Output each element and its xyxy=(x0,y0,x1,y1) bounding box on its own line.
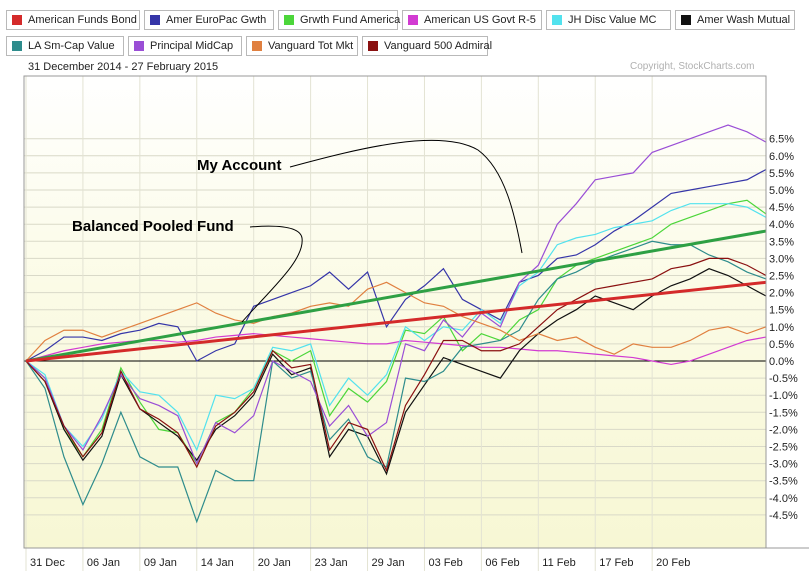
legend-item[interactable]: JH Disc Value MC xyxy=(546,10,671,30)
legend-item[interactable]: Amer Wash Mutual xyxy=(675,10,795,30)
x-tick-label: 11 Feb xyxy=(542,557,575,569)
legend-swatch xyxy=(408,15,418,25)
legend-label: Amer EuroPac Gwth xyxy=(166,14,267,26)
legend-swatch xyxy=(12,15,22,25)
y-tick-label: -2.5% xyxy=(769,442,798,454)
series-line xyxy=(25,203,767,452)
series-line xyxy=(25,257,767,473)
my-account-callout xyxy=(289,139,523,254)
y-tick-label: -4.5% xyxy=(769,510,798,522)
x-tick-label: 06 Jan xyxy=(87,557,120,569)
legend-label: Grwth Fund America xyxy=(300,14,401,26)
y-tick-label: -0.5% xyxy=(769,373,798,385)
x-tick-label: 29 Jan xyxy=(372,557,405,569)
y-tick-label: 4.0% xyxy=(769,219,794,231)
legend-label: Principal MidCap xyxy=(150,40,234,52)
y-tick-label: -4.0% xyxy=(769,493,798,505)
y-tick-label: 6.0% xyxy=(769,151,794,163)
legend-label: JH Disc Value MC xyxy=(568,14,657,26)
overlay-lines xyxy=(25,229,767,363)
y-tick-label: 0.0% xyxy=(769,356,794,368)
y-tick-label: 2.5% xyxy=(769,271,794,283)
legend-label: Amer Wash Mutual xyxy=(697,14,791,26)
balanced-fund-callout xyxy=(241,225,303,323)
y-tick-label: -2.0% xyxy=(769,424,798,436)
plot-area-background xyxy=(24,76,766,548)
x-tick-label: 20 Jan xyxy=(258,557,291,569)
my-account-annotation: My Account xyxy=(197,157,281,174)
y-tick-label: 1.5% xyxy=(769,305,794,317)
legend-item[interactable]: LA Sm-Cap Value xyxy=(6,36,124,56)
annotation-callouts xyxy=(241,139,523,323)
y-tick-label: -3.5% xyxy=(769,476,798,488)
overlay-line xyxy=(25,280,767,363)
series-line xyxy=(25,124,767,466)
legend-label: American US Govt R-5 xyxy=(424,14,536,26)
overlay-line xyxy=(25,229,767,363)
x-tick-label: 17 Feb xyxy=(599,557,633,569)
x-tick-label: 31 Dec xyxy=(30,557,65,569)
y-tick-label: 3.5% xyxy=(769,236,794,248)
y-tick-label: 5.0% xyxy=(769,185,794,197)
x-tick-label: 14 Jan xyxy=(201,557,234,569)
x-tick-label: 03 Feb xyxy=(428,557,462,569)
series-line xyxy=(25,240,767,524)
x-tick-label: 20 Feb xyxy=(656,557,690,569)
y-tick-label: 5.5% xyxy=(769,168,794,180)
legend-swatch xyxy=(150,15,160,25)
y-tick-label: 4.5% xyxy=(769,202,794,214)
y-tick-label: -1.0% xyxy=(769,390,798,402)
y-tick-label: 3.0% xyxy=(769,253,794,265)
y-axis-ticks: -4.5% -4.0% -3.5% -3.0% -2.5% -2.0% -1.5% -1.0%… xyxy=(769,134,798,522)
x-tick-label: 06 Feb xyxy=(485,557,519,569)
x-tick-label: 23 Jan xyxy=(315,557,348,569)
y-tick-label: 0.5% xyxy=(769,339,794,351)
legend-label: American Funds Bond xyxy=(28,14,137,26)
series-line xyxy=(25,281,767,362)
legend-label: Vanguard 500 Admiral xyxy=(384,40,493,52)
legend-item[interactable]: Amer EuroPac Gwth xyxy=(144,10,274,30)
y-tick-label: -1.5% xyxy=(769,407,798,419)
series-line xyxy=(25,268,767,476)
x-axis-ticks: 31 Dec 06 Jan 09 Jan 14 Jan 20 Jan 23 Jan 29 J… xyxy=(30,557,690,569)
date-range-label: 31 December 2014 - 27 February 2015 xyxy=(28,61,219,73)
series-lines xyxy=(25,124,767,524)
legend-swatch xyxy=(252,41,262,51)
y-tick-label: 1.0% xyxy=(769,322,794,334)
legend-item[interactable]: Grwth Fund America xyxy=(278,10,401,30)
legend-item[interactable]: Vanguard 500 Admiral xyxy=(362,36,492,56)
legend-label: LA Sm-Cap Value xyxy=(28,40,115,52)
legend-swatch xyxy=(12,41,22,51)
x-tick-label: 09 Jan xyxy=(144,557,177,569)
y-tick-label: 2.0% xyxy=(769,288,794,300)
legend-item[interactable]: American US Govt R-5 xyxy=(402,10,542,30)
series-line xyxy=(25,168,767,362)
legend-label: Vanguard Tot Mkt xyxy=(268,40,354,52)
legend-swatch xyxy=(134,41,144,51)
legend-item[interactable]: Principal MidCap xyxy=(128,36,242,56)
legend-swatch xyxy=(552,15,562,25)
balanced-fund-annotation: Balanced Pooled Fund xyxy=(72,218,234,235)
y-tick-label: -3.0% xyxy=(769,459,798,471)
legend-item[interactable]: Vanguard Tot Mkt xyxy=(246,36,358,56)
legend-swatch xyxy=(284,15,294,25)
legend-swatch xyxy=(681,15,691,25)
y-tick-label: 6.5% xyxy=(769,134,794,146)
copyright-label: Copyright, StockCharts.com xyxy=(630,61,755,72)
legend-item[interactable]: American Funds Bond xyxy=(6,10,140,30)
legend-swatch xyxy=(368,41,378,51)
